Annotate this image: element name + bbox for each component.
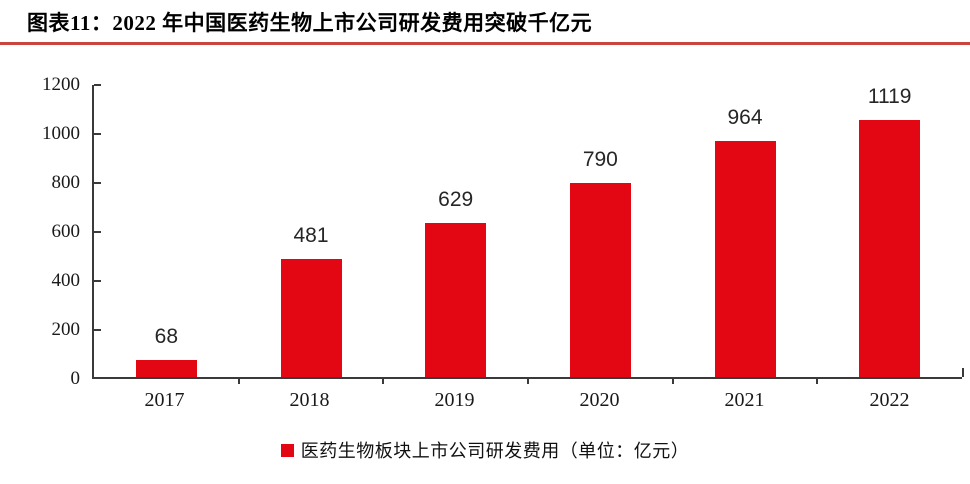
title-rule [0,42,970,45]
x-boundary-tick-5 [816,377,819,384]
x-boundary-tick-2 [382,377,385,384]
y-tick-label-400: 400 [51,270,81,291]
y-tick-1000 [94,133,101,135]
x-boundary-tick-4 [671,377,674,384]
figure-title: 图表11：2022 年中国医药生物上市公司研发费用突破千亿元 [27,11,593,35]
legend-label: 医药生物板块上市公司研发费用（单位：亿元） [300,441,690,461]
y-tick-800 [94,182,101,184]
y-tick-600 [94,231,101,233]
y-tick-label-600: 600 [51,221,81,242]
bar-2021 [714,140,776,377]
x-axis-end-tick [962,368,964,377]
bar-value-2019: 629 [438,187,474,211]
x-axis-labels: 2017 2018 2019 2020 2021 2022 [92,389,962,412]
bar-cell-2022: 1119 [817,85,962,377]
bar-cell-2017: 68 [94,85,239,377]
y-tick-label-1200: 1200 [42,74,80,95]
y-tick-label-200: 200 [51,319,81,340]
bars-row: 68 481 629 790 964 1119 [94,85,962,377]
y-tick-label-0: 0 [70,368,81,389]
bar-cell-2018: 481 [239,85,384,377]
x-tick-label-2017: 2017 [144,389,185,411]
bar-cell-2020: 790 [528,85,673,377]
bar-cell-2019: 629 [383,85,528,377]
x-boundary-tick-3 [527,377,529,384]
bar-value-2017: 68 [154,325,179,349]
x-tick-label-2020: 2020 [579,389,620,411]
bar-value-2021: 964 [727,105,763,129]
y-tick-200 [94,329,101,331]
bar-2022 [859,120,921,377]
y-tick-label-800: 800 [51,172,81,193]
y-axis-labels: 0 200 400 600 800 1000 1200 [0,74,81,389]
x-tick-label-2022: 2022 [869,389,910,411]
y-tick-label-1000: 1000 [42,123,80,144]
y-tick-400 [94,280,101,282]
x-tick-label-2019: 2019 [434,389,475,411]
x-tick-label-2018: 2018 [289,389,330,411]
legend: 医药生物板块上市公司研发费用（单位：亿元） [0,437,970,463]
x-boundary-tick-1 [237,377,240,384]
bar-value-2020: 790 [582,148,618,172]
bar-2017 [135,360,197,377]
bar-2018 [280,259,342,377]
bar-2019 [425,222,487,377]
bar-2020 [569,183,631,377]
bar-cell-2021: 964 [673,85,818,377]
bar-value-2022: 1119 [867,85,912,108]
plot-area: 68 481 629 790 964 1119 [92,84,964,384]
y-tick-1200 [94,84,101,86]
bar-value-2018: 481 [293,224,329,248]
legend-square-marker [280,443,294,457]
x-tick-label-2021: 2021 [724,389,765,411]
